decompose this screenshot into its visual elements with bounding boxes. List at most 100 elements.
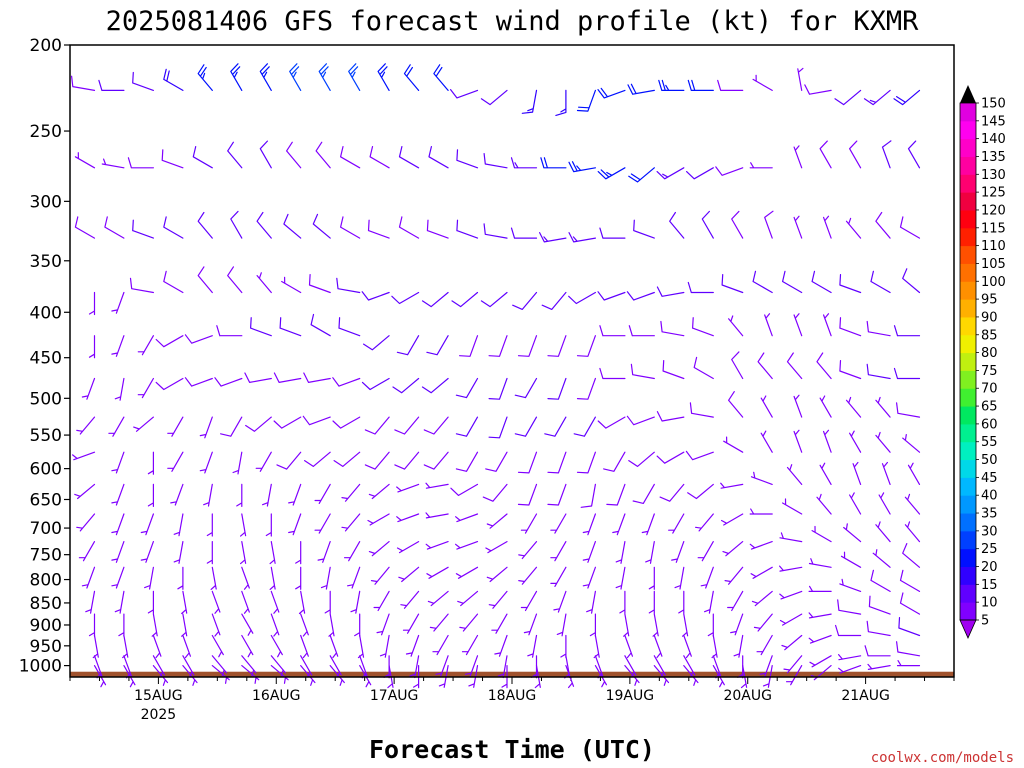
wind-barb	[730, 613, 744, 636]
wind-barb	[488, 416, 508, 439]
wind-barb	[333, 451, 361, 467]
wind-barb	[630, 363, 655, 380]
wind-barb	[300, 613, 309, 637]
wind-barb	[398, 216, 420, 239]
wind-barb	[494, 634, 508, 657]
wind-barb	[203, 483, 213, 507]
wind-barb	[612, 513, 626, 536]
colorbar-tick-label: 110	[981, 239, 1006, 254]
wind-barb	[683, 665, 699, 686]
colorbar-tick-label: 10	[981, 596, 998, 611]
wind-barb	[783, 655, 803, 674]
colorbar-segment	[960, 138, 976, 157]
wind-barb	[184, 377, 213, 387]
wind-barb	[88, 291, 96, 316]
wind-barb	[682, 613, 689, 637]
wind-barb	[197, 64, 213, 91]
colorbar-tick-label: 125	[981, 186, 1006, 201]
wind-barb	[295, 566, 302, 590]
wind-barb	[76, 513, 96, 532]
wind-barb	[230, 63, 243, 91]
wind-barb	[811, 525, 832, 543]
wind-barb	[423, 416, 449, 435]
wind-barb	[550, 566, 567, 587]
colorbar-tick-label: 60	[981, 417, 998, 432]
wind-barb	[147, 451, 154, 475]
colorbar-tick-label: 150	[981, 97, 1006, 112]
wind-barb	[839, 317, 862, 337]
y-tick-label: 250	[30, 122, 62, 142]
wind-barb	[849, 492, 862, 515]
wind-barb	[678, 590, 685, 614]
wind-barb	[599, 325, 626, 337]
wind-barb	[648, 566, 655, 590]
colorbar-segment	[960, 495, 976, 514]
wind-barb	[701, 210, 714, 239]
wind-barb	[256, 211, 272, 239]
wind-barb	[628, 167, 655, 183]
colorbar-segment	[960, 352, 976, 371]
colorbar-segment	[960, 103, 976, 122]
wind-barb	[262, 483, 272, 507]
wind-barb	[517, 451, 538, 474]
wind-barb	[450, 89, 479, 99]
wind-barb	[332, 377, 361, 387]
wind-barb	[565, 665, 575, 689]
wind-barb	[76, 416, 96, 435]
wind-barb	[751, 590, 773, 607]
wind-barb	[163, 216, 184, 239]
colorbar-segment	[960, 584, 976, 603]
wind-barb	[197, 266, 213, 294]
wind-barb	[182, 665, 198, 686]
wind-barb	[450, 483, 479, 496]
wind-barb	[700, 566, 714, 589]
colorbar-segment	[960, 192, 976, 211]
wind-barb	[364, 416, 390, 435]
wind-barb	[167, 451, 184, 472]
wind-barb	[711, 634, 718, 659]
colorbar-tick-label: 130	[981, 168, 1006, 183]
wind-barb	[687, 281, 714, 294]
wind-barb	[512, 291, 538, 310]
colorbar-segment	[960, 334, 976, 354]
wind-barb	[151, 613, 158, 637]
plot-frame	[69, 44, 955, 678]
wind-barb	[875, 211, 891, 239]
wind-barb	[521, 89, 538, 114]
wind-barb	[728, 315, 744, 337]
wind-barb	[580, 483, 596, 508]
colorbar-tick-label: 145	[981, 114, 1006, 129]
wind-barb	[488, 377, 508, 400]
wind-barb	[488, 590, 508, 609]
wind-barb	[78, 541, 96, 562]
wind-barb	[576, 377, 596, 400]
wind-barb	[866, 320, 891, 337]
wind-barb	[236, 483, 243, 507]
wind-barb	[210, 566, 217, 590]
wind-barb	[74, 483, 96, 500]
wind-barb	[368, 483, 390, 500]
wind-barb	[369, 146, 390, 169]
wind-barb	[823, 313, 832, 337]
wind-barb	[72, 451, 96, 461]
colorbar-segment	[960, 513, 976, 532]
wind-barb	[101, 158, 125, 169]
colorbar-segment	[960, 316, 976, 336]
wind-barb	[816, 493, 832, 515]
wind-barb	[687, 483, 714, 500]
wind-barb	[357, 634, 365, 659]
wind-barb	[896, 660, 921, 667]
wind-barb	[864, 645, 891, 657]
wind-barb	[875, 396, 891, 418]
wind-barb	[839, 274, 862, 294]
wind-barb	[648, 590, 655, 614]
wind-barb	[199, 416, 213, 439]
wind-barb	[214, 377, 243, 387]
y-axis-ticks: 200 250 300 350 400 450 500 550 600 650 700 750 800 8…	[19, 36, 70, 677]
colorbar-segment	[960, 227, 976, 247]
wind-barb	[459, 335, 479, 357]
colorbar-tick-label: 35	[981, 507, 998, 522]
wind-barb	[227, 141, 243, 169]
wind-barb	[114, 590, 125, 614]
wind-barb	[819, 462, 832, 485]
